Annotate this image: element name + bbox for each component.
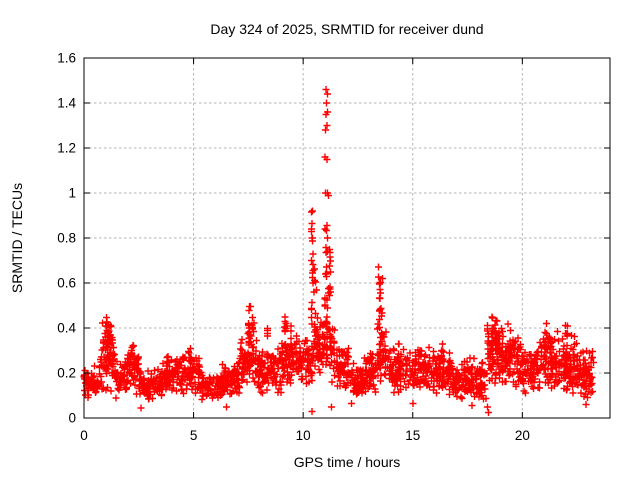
plot-border <box>83 57 611 419</box>
y-tick-label: 1.6 <box>57 51 76 66</box>
x-tick-label: 5 <box>190 428 198 443</box>
y-tick-label: 0.2 <box>57 366 76 381</box>
y-tick-label: 0.8 <box>57 231 76 246</box>
x-tick-label: 0 <box>80 428 88 443</box>
x-axis-label: GPS time / hours <box>293 454 401 470</box>
y-tick-label: 0.6 <box>57 276 76 291</box>
x-tick-label: 20 <box>515 428 530 443</box>
y-tick-label: 1.2 <box>57 141 76 156</box>
x-tick-label: 10 <box>296 428 311 443</box>
x-tick-label: 15 <box>405 428 420 443</box>
y-tick-label: 0 <box>68 411 76 426</box>
scatter-points <box>80 86 597 416</box>
chart-title: Day 324 of 2025, SRMTID for receiver dun… <box>210 21 484 37</box>
y-tick-label: 1 <box>68 186 76 201</box>
y-tick-label: 1.4 <box>57 96 76 111</box>
grid-lines <box>84 58 610 418</box>
y-tick-label: 0.4 <box>57 321 76 336</box>
